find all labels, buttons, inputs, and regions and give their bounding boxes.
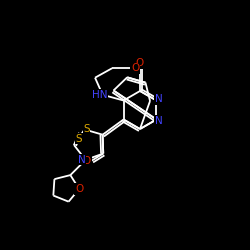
Text: O: O bbox=[75, 184, 83, 194]
Text: O: O bbox=[83, 156, 91, 166]
Text: N: N bbox=[78, 155, 86, 165]
Text: N: N bbox=[154, 116, 162, 126]
Text: S: S bbox=[76, 134, 82, 144]
Text: HN: HN bbox=[92, 90, 108, 100]
Text: O: O bbox=[131, 63, 139, 73]
Text: S: S bbox=[83, 124, 90, 134]
Text: O: O bbox=[136, 58, 144, 68]
Text: N: N bbox=[154, 94, 162, 104]
Text: HN: HN bbox=[92, 90, 108, 100]
